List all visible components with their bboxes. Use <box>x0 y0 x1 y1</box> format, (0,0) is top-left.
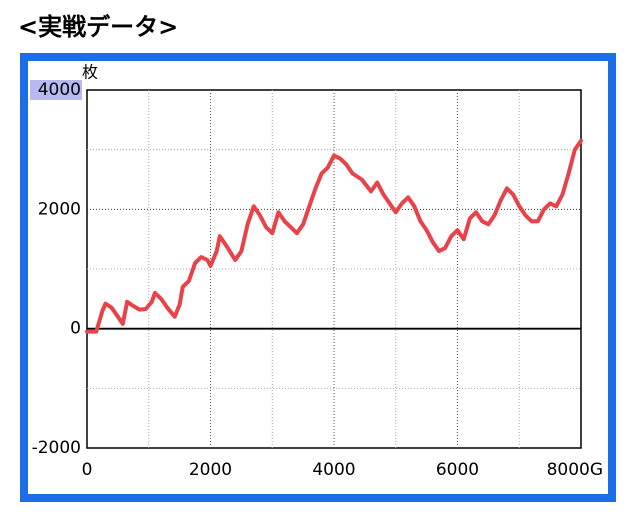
x-tick-label: 4000 <box>312 460 355 480</box>
x-tick-label: 8000G <box>547 460 603 480</box>
y-unit: 枚 <box>82 63 98 82</box>
x-tick-label: 2000 <box>189 460 232 480</box>
chart-title: <実戦データ> <box>18 13 178 41</box>
x-tick-label: 6000 <box>436 460 479 480</box>
y-tick-label: 2000 <box>38 199 81 219</box>
data-line <box>85 138 583 334</box>
label-highlight <box>30 80 82 100</box>
y-tick-label: 0 <box>70 319 81 339</box>
y-tick-label: 4000 <box>38 80 81 100</box>
x-tick-label: 0 <box>82 460 93 480</box>
y-tick-label: -2000 <box>32 438 81 458</box>
